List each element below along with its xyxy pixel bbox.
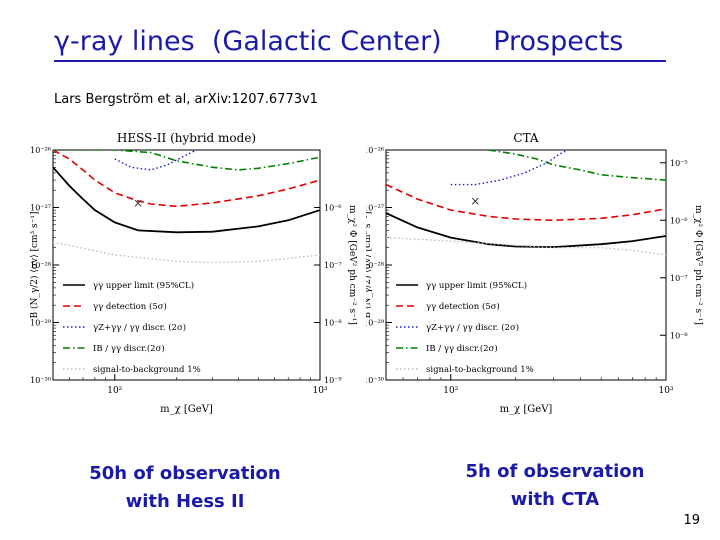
y-tick-label: 10⁻²⁹ xyxy=(366,319,385,328)
series-line-4 xyxy=(386,236,666,256)
legend-label-4: signal-to-background 1% xyxy=(93,365,201,375)
marker-cross: × xyxy=(133,196,143,210)
y-tick-label: 10⁻³⁰ xyxy=(30,376,51,385)
caption-hess: 50h of observation with Hess II xyxy=(60,460,310,516)
x-axis-label: m_χ [GeV] xyxy=(160,404,213,415)
y-tick-label: 10⁻²⁹ xyxy=(30,319,52,328)
caption-hess-text: 50h of observation with Hess II xyxy=(89,463,281,512)
legend-label-2: γZ+γγ / γγ discr. (2σ) xyxy=(426,322,519,333)
y2-tick-label: 10⁻⁹ xyxy=(324,376,342,385)
y-tick-label: 10⁻²⁸ xyxy=(30,261,51,270)
y2-tick-label: 10⁻⁸ xyxy=(324,319,342,328)
y2-tick-label: 10⁻⁷ xyxy=(670,274,688,283)
y-tick-label: 10⁻²⁸ xyxy=(366,261,384,270)
y2-tick-label: 10⁻⁷ xyxy=(324,261,342,270)
legend-label-0: γγ upper limit (95%CL) xyxy=(426,280,527,291)
slide-title: γ-ray lines (Galactic Center) Prospects xyxy=(54,24,666,62)
x-axis-label: m_χ [GeV] xyxy=(500,404,553,415)
caption-cta: 5h of observation with CTA xyxy=(430,458,680,514)
series-line-2 xyxy=(114,150,197,171)
legend-label-1: γγ detection (5σ) xyxy=(426,301,500,312)
y2-tick-label: 10⁻⁸ xyxy=(670,331,688,340)
y2-tick-label: 10⁻⁶ xyxy=(670,216,688,225)
y2-tick-label: 10⁻⁵ xyxy=(670,159,688,168)
legend-label-3: IB / γγ discr.(2σ) xyxy=(426,343,498,354)
series-line-1 xyxy=(386,183,666,222)
series-line-3 xyxy=(488,150,666,181)
legend-label-1: γγ detection (5σ) xyxy=(93,301,167,312)
cta-chart: CTA 10² 10³ m_χ [GeV] 10⁻²⁶ 10⁻²⁷ 10⁻²⁸ 10⁻²⁹ 10… xyxy=(366,131,703,415)
citation: Lars Bergström et al, arXiv:1207.6773v1 xyxy=(54,92,318,107)
y2-tick-label: 10⁻⁶ xyxy=(324,204,342,213)
x-tick-label: 10³ xyxy=(658,386,673,396)
y-tick-label: 10⁻²⁷ xyxy=(366,204,384,213)
y-tick-label: 10⁻²⁶ xyxy=(30,146,51,155)
marker-cross: × xyxy=(470,194,480,208)
y2-axis-label: m_χ² Φ [GeV² ph cm⁻² s⁻¹] xyxy=(693,205,703,325)
chart-title: CTA xyxy=(513,131,539,145)
y-tick-label: 10⁻³⁰ xyxy=(366,376,384,385)
series-line-0 xyxy=(386,212,666,249)
y-tick-label: 10⁻²⁶ xyxy=(366,146,384,155)
series-line-3 xyxy=(53,150,320,171)
chart-title: HESS-II (hybrid mode) xyxy=(117,131,256,145)
legend-label-2: γZ+γγ / γγ discr. (2σ) xyxy=(93,322,186,333)
caption-cta-text: 5h of observation with CTA xyxy=(465,461,645,510)
x-tick-label: 10² xyxy=(443,386,458,396)
page-number: 19 xyxy=(683,513,700,528)
y-axis-label: B (N_γ/2) ⟨σv⟩ [cm³ s⁻¹] xyxy=(29,211,40,318)
series-line-0 xyxy=(53,166,320,234)
legend-label-4: signal-to-background 1% xyxy=(426,365,534,375)
y2-axis-label: m_χ² Φ [GeV² ph cm⁻² s⁻¹] xyxy=(347,205,357,325)
series-line-2 xyxy=(450,150,569,186)
y-axis-label: B (N_γ/2) ⟨σv⟩ [cm³ s⁻¹] xyxy=(366,211,373,318)
y-tick-label: 10⁻²⁷ xyxy=(30,204,51,213)
x-tick-label: 10³ xyxy=(312,386,327,396)
x-tick-label: 10² xyxy=(107,386,122,396)
legend-label-3: IB / γγ discr.(2σ) xyxy=(93,343,165,354)
legend-label-0: γγ upper limit (95%CL) xyxy=(93,280,194,291)
hess-chart: HESS-II (hybrid mode) 10² 10³ m_χ [GeV] 10⁻²… xyxy=(29,131,357,415)
series-line-1 xyxy=(53,150,320,208)
series-line-4 xyxy=(53,241,320,264)
